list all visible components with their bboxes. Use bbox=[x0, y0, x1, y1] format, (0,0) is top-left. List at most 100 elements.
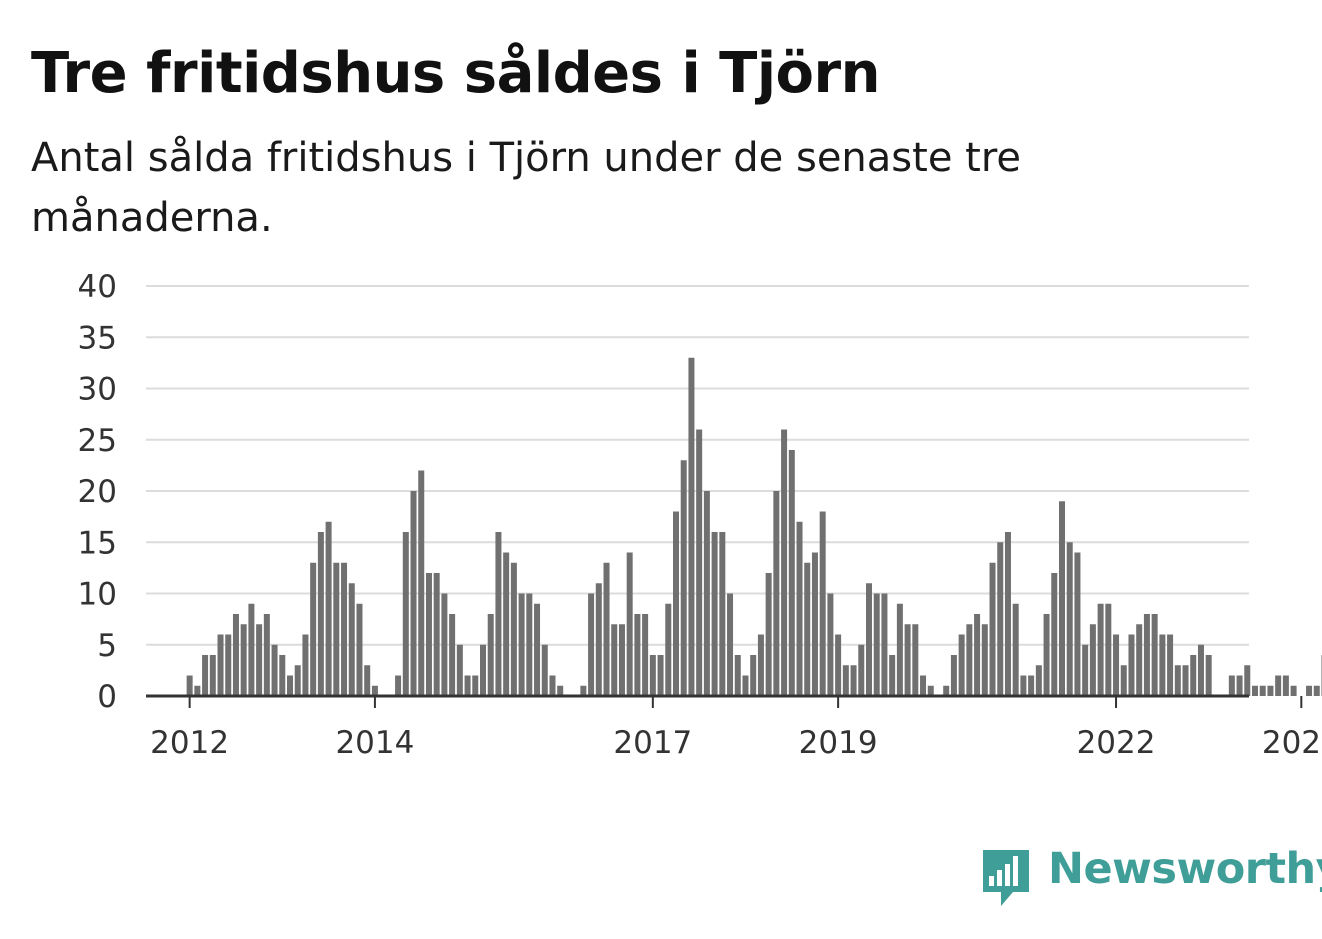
bar bbox=[1244, 665, 1251, 696]
bar bbox=[1159, 634, 1166, 696]
bar bbox=[896, 603, 903, 696]
y-tick-label: 35 bbox=[78, 320, 117, 356]
bar bbox=[1228, 675, 1235, 696]
y-tick-label: 40 bbox=[78, 269, 117, 305]
bar bbox=[588, 593, 595, 696]
bar bbox=[294, 665, 301, 696]
bar bbox=[518, 593, 525, 696]
bar bbox=[603, 562, 610, 696]
bar bbox=[858, 644, 865, 696]
bar bbox=[742, 675, 749, 696]
bar bbox=[1120, 665, 1127, 696]
bar bbox=[1020, 675, 1027, 696]
y-tick-label: 5 bbox=[97, 628, 117, 664]
bar bbox=[1012, 603, 1019, 696]
x-tick-label: 2022 bbox=[1077, 725, 1156, 761]
bar bbox=[348, 583, 355, 696]
bar bbox=[194, 685, 201, 696]
bar bbox=[665, 603, 672, 696]
bar bbox=[788, 450, 795, 696]
y-tick-label: 15 bbox=[78, 525, 117, 561]
x-tick-label: 2012 bbox=[150, 725, 229, 761]
bar bbox=[842, 665, 849, 696]
bar bbox=[688, 357, 695, 696]
x-axis-ticks: 2012 2014 2017 2019 2022 2024 bbox=[150, 696, 1322, 761]
bar bbox=[356, 603, 363, 696]
bar bbox=[240, 624, 247, 696]
y-tick-label: 20 bbox=[78, 474, 117, 510]
bar bbox=[1082, 644, 1089, 696]
bar bbox=[634, 614, 641, 696]
bar bbox=[433, 573, 440, 696]
y-axis-ticks: 0 5 10 15 20 25 30 35 40 bbox=[78, 269, 117, 715]
bar bbox=[649, 655, 656, 696]
bar bbox=[495, 532, 502, 696]
bar bbox=[920, 675, 927, 696]
bar bbox=[1252, 685, 1258, 696]
x-tick-label: 2024 bbox=[1262, 725, 1322, 761]
bar bbox=[1128, 634, 1135, 696]
bar bbox=[1275, 675, 1282, 696]
bar bbox=[271, 644, 278, 696]
bar bbox=[441, 593, 448, 696]
bar bbox=[1035, 665, 1042, 696]
bar bbox=[1197, 644, 1204, 696]
bar bbox=[1236, 675, 1243, 696]
bar bbox=[410, 491, 417, 696]
bar bbox=[549, 675, 556, 696]
bar bbox=[750, 655, 757, 696]
bar bbox=[534, 603, 541, 696]
bar bbox=[1136, 624, 1143, 696]
bar bbox=[889, 655, 896, 696]
bar bbox=[1174, 665, 1181, 696]
bar bbox=[364, 665, 371, 696]
bar bbox=[881, 593, 888, 696]
bar bbox=[958, 634, 965, 696]
bar bbox=[1089, 624, 1096, 696]
bar bbox=[1267, 685, 1274, 696]
bar bbox=[263, 614, 270, 696]
bar bbox=[287, 675, 293, 696]
x-tick-label: 2017 bbox=[613, 725, 692, 761]
bar bbox=[1151, 614, 1158, 696]
bar bbox=[371, 685, 378, 696]
brand-name: Newsworthy bbox=[1048, 844, 1322, 894]
bar bbox=[850, 665, 857, 696]
bar bbox=[510, 562, 517, 696]
bar bbox=[310, 562, 317, 696]
bar bbox=[464, 675, 471, 696]
bar bbox=[1097, 603, 1104, 696]
bar bbox=[757, 634, 764, 696]
bar bbox=[1205, 655, 1212, 696]
bar bbox=[1004, 532, 1011, 696]
bar bbox=[186, 675, 193, 696]
bar bbox=[557, 685, 564, 696]
bar bbox=[325, 521, 332, 696]
bar bbox=[912, 624, 919, 696]
bar bbox=[503, 552, 510, 696]
y-tick-label: 25 bbox=[78, 423, 117, 459]
bar bbox=[950, 655, 957, 696]
bar bbox=[827, 593, 834, 696]
bar bbox=[1143, 614, 1150, 696]
bar bbox=[341, 562, 348, 696]
bar bbox=[1105, 603, 1112, 696]
bar bbox=[1066, 542, 1073, 696]
bar bbox=[819, 511, 826, 696]
bar bbox=[248, 603, 255, 696]
bar bbox=[1306, 685, 1313, 696]
bar bbox=[580, 685, 587, 696]
bar bbox=[449, 614, 456, 696]
bar bbox=[866, 583, 872, 696]
bar bbox=[811, 552, 818, 696]
bar bbox=[765, 573, 772, 696]
bar bbox=[526, 593, 533, 696]
bar bbox=[618, 624, 625, 696]
bar bbox=[626, 552, 633, 696]
bar bbox=[642, 614, 649, 696]
bar bbox=[487, 614, 494, 696]
bar bbox=[657, 655, 664, 696]
bar bbox=[1051, 573, 1058, 696]
bar bbox=[1059, 501, 1065, 696]
